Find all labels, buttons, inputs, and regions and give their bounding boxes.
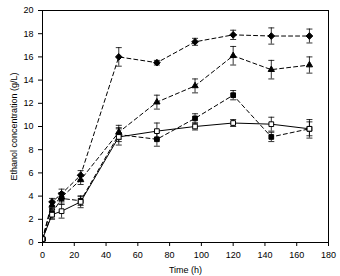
svg-text:14: 14 (23, 75, 33, 85)
svg-text:180: 180 (321, 250, 336, 260)
svg-text:80: 80 (165, 250, 175, 260)
svg-text:120: 120 (226, 250, 241, 260)
svg-text:16: 16 (23, 52, 33, 62)
svg-text:6: 6 (28, 168, 33, 178)
svg-text:12: 12 (23, 98, 33, 108)
svg-text:100: 100 (194, 250, 209, 260)
svg-text:20: 20 (69, 250, 79, 260)
svg-text:4: 4 (28, 191, 33, 201)
svg-text:2: 2 (28, 214, 33, 224)
svg-text:160: 160 (289, 250, 304, 260)
svg-text:Ethanol concentration (g/L): Ethanol concentration (g/L) (9, 72, 19, 180)
svg-text:0: 0 (28, 237, 33, 247)
svg-text:140: 140 (257, 250, 272, 260)
svg-text:Time (h): Time (h) (169, 265, 202, 275)
svg-text:8: 8 (28, 145, 33, 155)
svg-text:60: 60 (133, 250, 143, 260)
svg-text:10: 10 (23, 121, 33, 131)
svg-text:20: 20 (23, 5, 33, 15)
svg-text:18: 18 (23, 29, 33, 39)
svg-text:0: 0 (40, 250, 45, 260)
svg-text:40: 40 (101, 250, 111, 260)
